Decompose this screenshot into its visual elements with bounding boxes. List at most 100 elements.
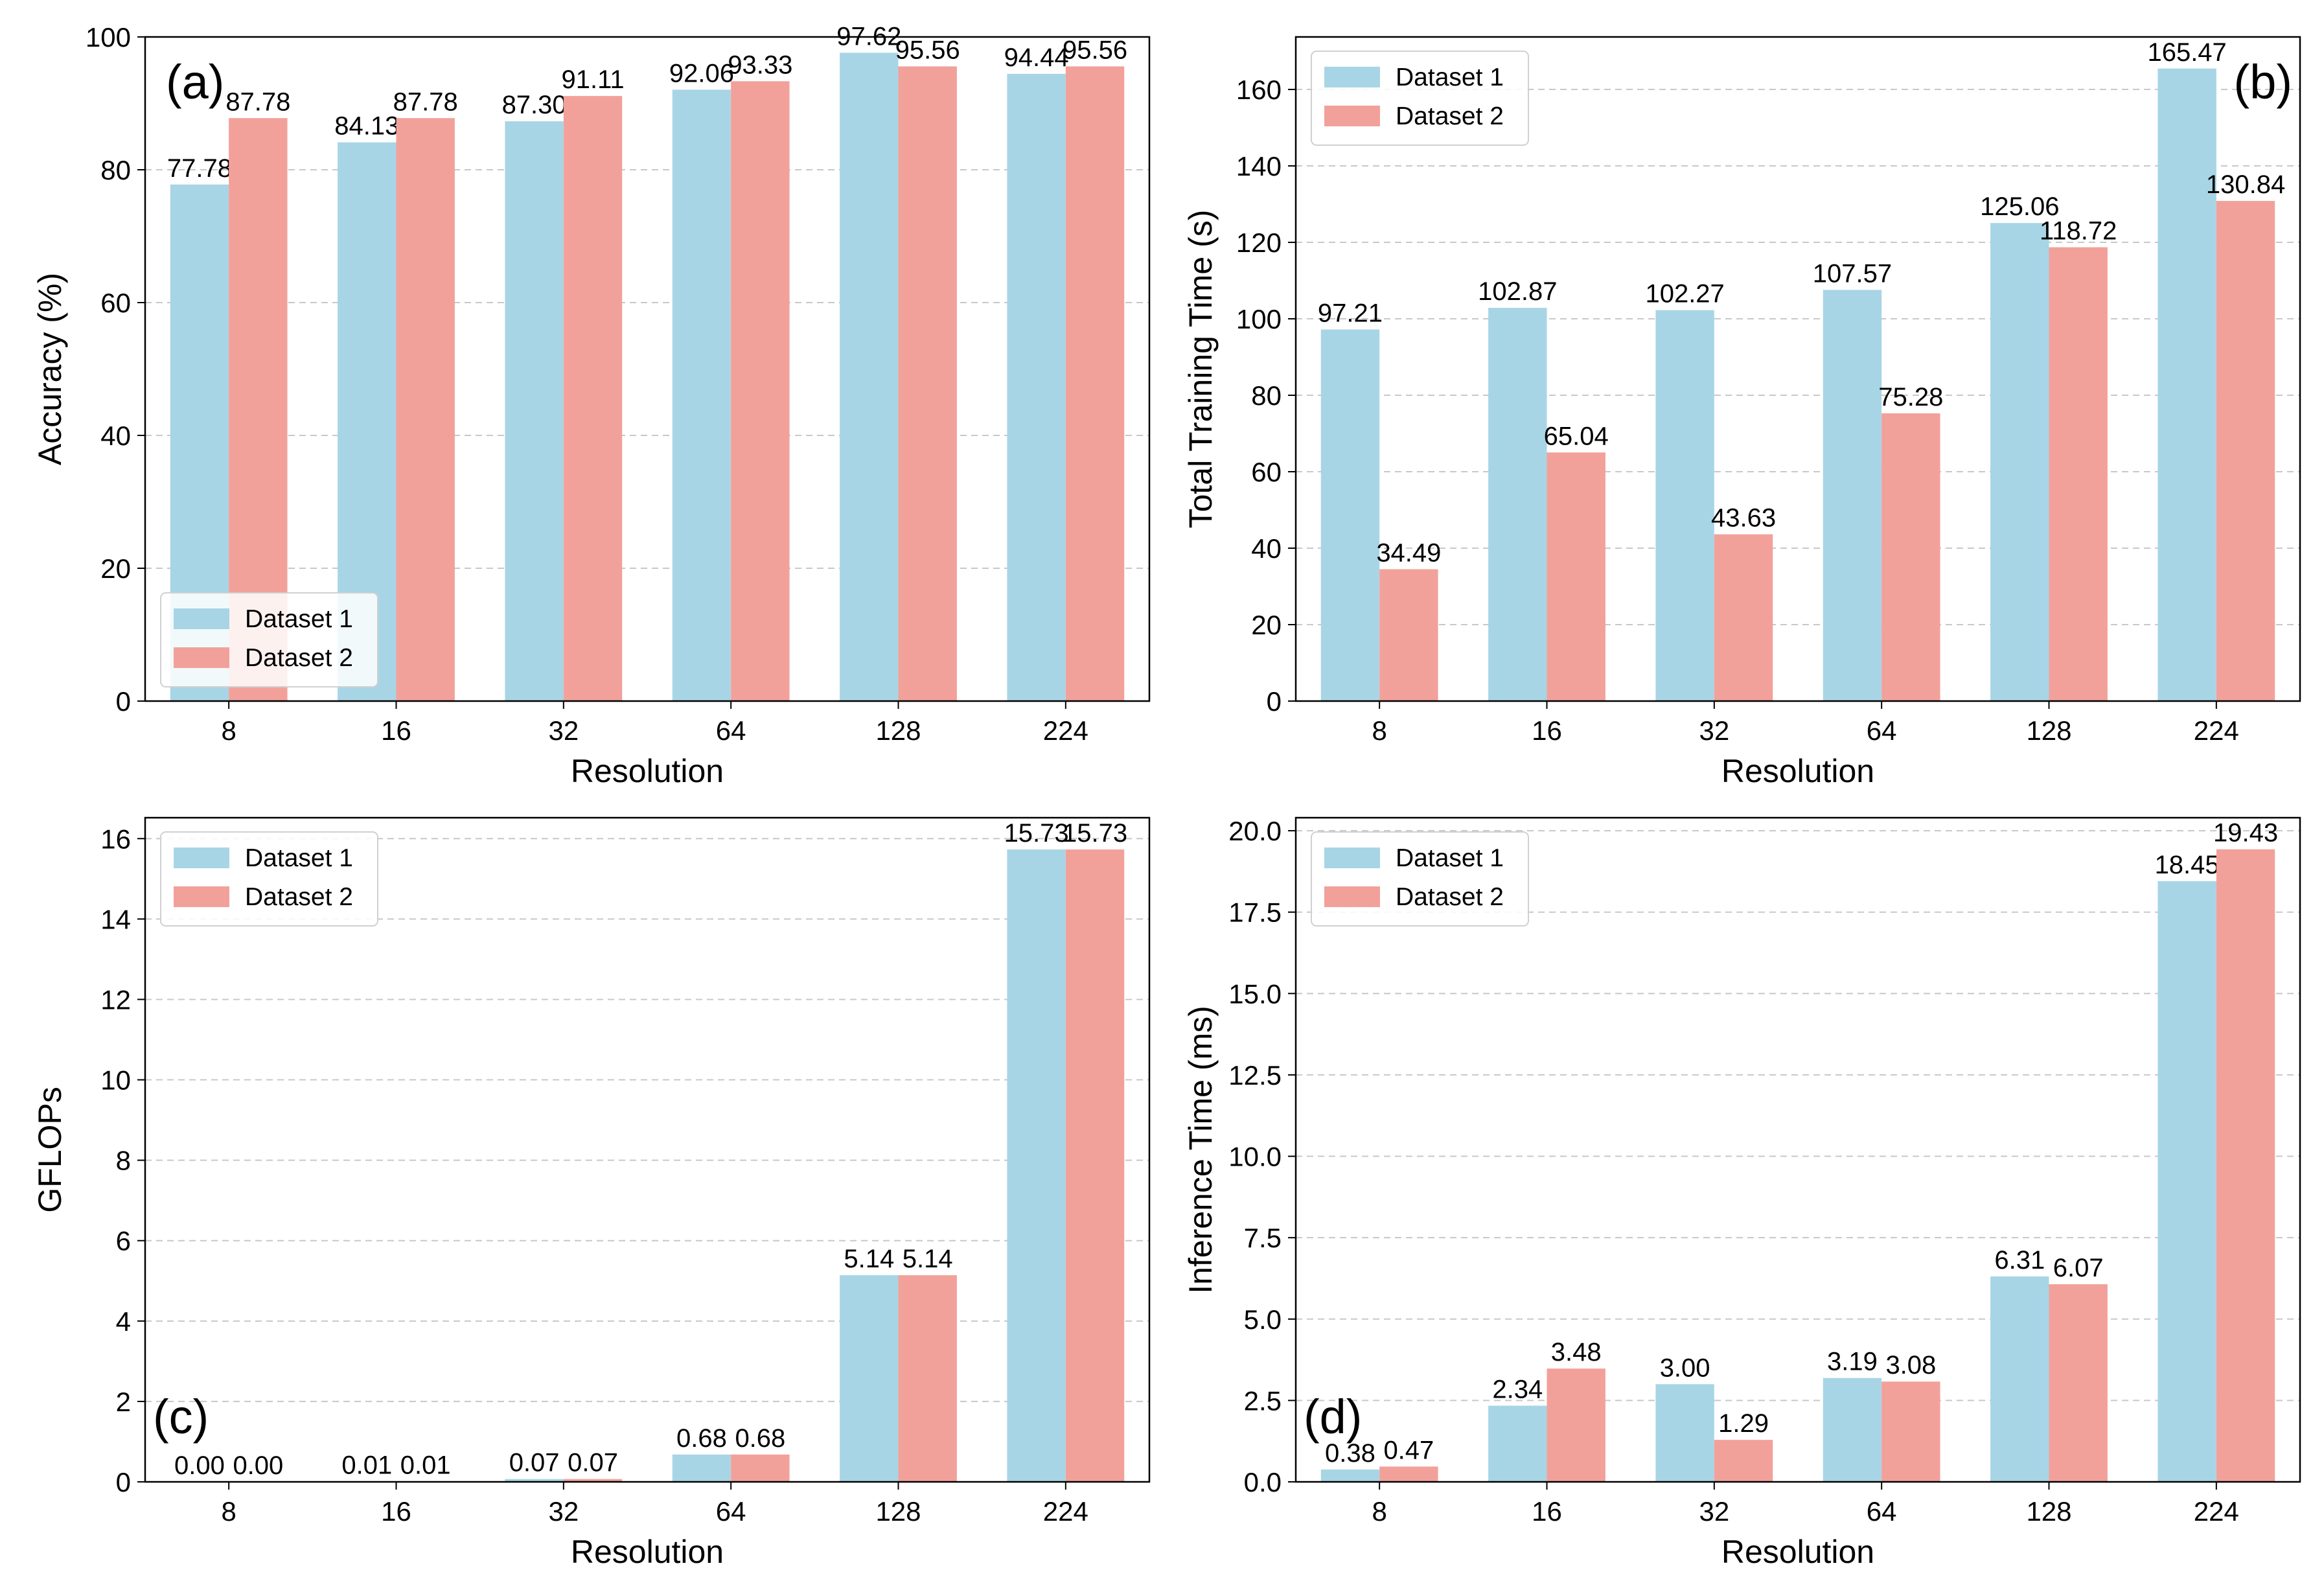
bar-dataset-1 (1007, 73, 1066, 702)
legend-label: Dataset 1 (1396, 63, 1504, 91)
y-tick-label: 10.0 (1228, 1142, 1282, 1172)
y-tick-label: 100 (86, 22, 131, 52)
panel-d: 0.0 2.5 5.0 7.5 10.0 12.5 15.0 17.5 20.0 0.38 0.47… (1182, 816, 2301, 1570)
legend: Dataset 1 Dataset 2 (1311, 51, 1529, 146)
y-tick-label: 140 (1236, 151, 1282, 181)
bar-value-label: 19.43 (2213, 819, 2278, 848)
y-tick-label: 20 (1251, 610, 1282, 640)
bar-value-label: 0.01 (400, 1451, 451, 1479)
bar-dataset-1 (1655, 1384, 1714, 1482)
x-tick-label: 8 (221, 715, 236, 746)
bar-dataset-2 (1379, 569, 1438, 701)
x-tick-label: 32 (548, 1496, 579, 1527)
bar-value-label: 130.84 (2206, 170, 2285, 199)
bar-dataset-2 (1881, 1381, 1940, 1482)
bar-dataset-1 (1488, 1405, 1547, 1482)
legend-label: Dataset 1 (1396, 844, 1504, 872)
bar-dataset-1 (1655, 310, 1714, 701)
legend: Dataset 1 Dataset 2 (1311, 831, 1529, 927)
y-tick-label: 20 (100, 553, 131, 584)
bar-value-label: 97.21 (1318, 299, 1383, 327)
y-tick-label: 5.0 (1244, 1304, 1282, 1335)
panel-tag: (d) (1304, 1390, 1362, 1444)
y-tick-label: 80 (100, 155, 131, 185)
bar-dataset-2 (396, 118, 455, 701)
bar-value-label: 6.07 (2053, 1254, 2104, 1282)
bar-dataset-2 (1065, 66, 1125, 701)
legend-label: Dataset 2 (1396, 883, 1504, 911)
legend-swatch (1324, 848, 1380, 868)
panel-tag: (b) (2234, 55, 2292, 109)
y-tick-label: 15.0 (1228, 978, 1282, 1009)
plot-frame (1294, 816, 2301, 1483)
bar-value-label: 3.19 (1827, 1348, 1878, 1376)
bar-dataset-1 (505, 121, 564, 702)
legend-swatch (1324, 67, 1380, 87)
bar-value-label: 0.00 (233, 1451, 283, 1480)
bar-dataset-1 (1320, 329, 1380, 701)
bar-dataset-2 (563, 96, 623, 701)
bar-value-label: 3.08 (1885, 1351, 1936, 1379)
bar-value-label: 0.00 (174, 1451, 225, 1480)
y-tick-label: 12 (100, 984, 131, 1015)
bar-dataset-2 (1714, 1440, 1773, 1482)
bar-value-label: 0.68 (676, 1424, 727, 1453)
x-axis-title: Resolution (571, 1534, 724, 1570)
x-axis-title: Resolution (1721, 1534, 1874, 1570)
y-tick-label: 100 (1236, 304, 1282, 334)
bar-dataset-1 (1990, 1276, 2049, 1482)
bar-dataset-2 (2049, 1284, 2108, 1482)
legend-swatch (1324, 886, 1380, 907)
x-tick-label: 224 (2194, 1496, 2239, 1527)
y-tick-label: 0 (116, 1467, 131, 1497)
bar-value-label: 93.33 (728, 51, 792, 79)
x-tick-label: 224 (1043, 1496, 1088, 1527)
bar-dataset-1 (840, 52, 899, 701)
x-axis-title: Resolution (1721, 753, 1874, 789)
bar-dataset-1 (2157, 68, 2216, 701)
x-tick-label: 128 (875, 1496, 921, 1527)
bar-value-label: 1.29 (1718, 1409, 1769, 1438)
legend-swatch (174, 848, 229, 868)
bar-value-label: 118.72 (2040, 217, 2117, 246)
bar-value-label: 125.06 (1980, 192, 2059, 221)
y-tick-label: 4 (116, 1306, 131, 1337)
y-tick-label: 40 (1251, 533, 1282, 564)
bar-value-label: 95.56 (895, 36, 960, 65)
bar-value-label: 94.44 (1004, 43, 1069, 72)
x-axis-title: Resolution (571, 753, 724, 789)
bar-value-label: 3.00 (1660, 1354, 1710, 1382)
y-tick-label: 60 (1251, 457, 1282, 487)
plot-frame (144, 816, 1151, 1483)
bar-value-label: 34.49 (1376, 539, 1441, 568)
bar-value-label: 15.73 (1063, 819, 1127, 848)
bar-value-label: 0.07 (509, 1449, 560, 1477)
bar-dataset-2 (731, 1454, 790, 1482)
bar-value-label: 15.73 (1004, 819, 1069, 848)
bar-value-label: 102.27 (1645, 280, 1724, 308)
bar-dataset-1 (1007, 849, 1066, 1482)
y-tick-label: 8 (116, 1146, 131, 1176)
y-tick-label: 2 (116, 1387, 131, 1417)
bar-value-label: 95.56 (1063, 36, 1127, 65)
panel-tag: (c) (153, 1390, 209, 1444)
y-tick-label: 2.5 (1244, 1385, 1282, 1416)
x-tick-label: 64 (1867, 715, 1897, 746)
y-tick-label: 0 (1267, 686, 1282, 717)
y-axis-title: Inference Time (ms) (1182, 1006, 1219, 1294)
bar-value-label: 0.47 (1383, 1436, 1434, 1464)
bar-value-label: 5.14 (903, 1245, 953, 1273)
bar-dataset-1 (2157, 881, 2216, 1482)
legend-label: Dataset 1 (245, 605, 353, 633)
y-tick-label: 80 (1251, 380, 1282, 411)
bar-value-label: 102.87 (1478, 277, 1557, 306)
plot-frame (1294, 36, 2301, 702)
panel-c: 0 2 4 6 8 10 12 14 16 0.00 0.00 8 0.01 0.01 16 0.07 0.07… (32, 816, 1151, 1570)
bar-dataset-2 (563, 1479, 623, 1482)
bar-value-label: 0.01 (341, 1451, 392, 1479)
y-tick-label: 12.5 (1228, 1060, 1282, 1090)
x-tick-label: 128 (875, 715, 921, 746)
bar-value-label: 87.30 (502, 91, 567, 119)
bar-value-label: 165.47 (2147, 38, 2226, 67)
x-tick-label: 128 (2026, 1496, 2071, 1527)
